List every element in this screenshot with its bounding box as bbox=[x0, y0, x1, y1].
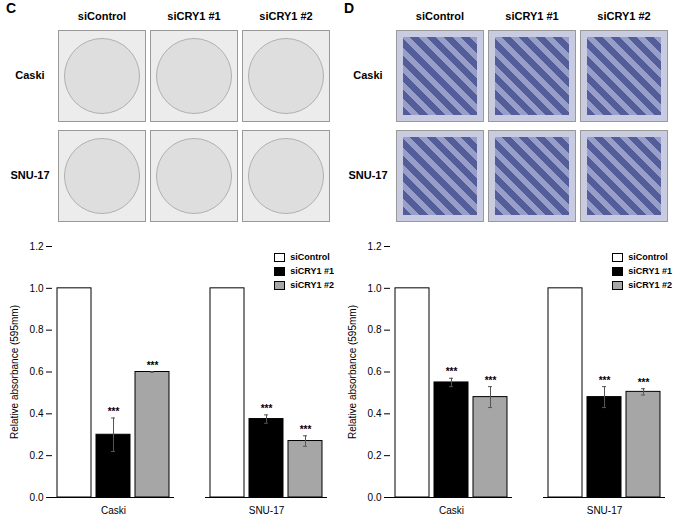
html-text:siCRY1 #1: siCRY1 #1 bbox=[167, 10, 221, 22]
html-text:siControl: siControl bbox=[628, 252, 668, 262]
svg-text:1.0: 1.0 bbox=[30, 283, 44, 294]
html-text:siCRY1 #2: siCRY1 #2 bbox=[628, 280, 672, 290]
svg-text:***: *** bbox=[599, 375, 611, 386]
html-text:Caski: Caski bbox=[15, 69, 45, 81]
html-text:siControl: siControl bbox=[77, 10, 127, 22]
html-text:siCRY1 #2: siCRY1 #2 bbox=[259, 10, 313, 22]
svg-text:0.0: 0.0 bbox=[30, 492, 44, 503]
svg-text:1.0: 1.0 bbox=[368, 283, 382, 294]
svg-text:SNU-17: SNU-17 bbox=[249, 505, 285, 516]
svg-text:***: *** bbox=[300, 424, 312, 435]
svg-text:0.4: 0.4 bbox=[30, 408, 44, 419]
svg-text:1.2: 1.2 bbox=[368, 241, 382, 252]
html-text:SNU-17: SNU-17 bbox=[10, 169, 50, 181]
svg-text:***: *** bbox=[261, 403, 273, 414]
html-text:SNU-17: SNU-17 bbox=[348, 169, 388, 181]
svg-text:SNU-17: SNU-17 bbox=[587, 505, 623, 516]
html-text:siCRY1 #2: siCRY1 #2 bbox=[290, 280, 334, 290]
html-text:siCRY1 #1: siCRY1 #1 bbox=[628, 266, 672, 276]
svg-text:Caski: Caski bbox=[101, 505, 126, 516]
svg-text:1.2: 1.2 bbox=[30, 241, 44, 252]
svg-text:0.8: 0.8 bbox=[30, 324, 44, 335]
html-text:siCRY1 #2: siCRY1 #2 bbox=[597, 10, 651, 22]
html-text:siCRY1 #1: siCRY1 #1 bbox=[290, 266, 334, 276]
svg-text:0.0: 0.0 bbox=[368, 492, 382, 503]
html-text:Caski: Caski bbox=[353, 69, 383, 81]
svg-text:***: *** bbox=[638, 377, 650, 388]
svg-text:***: *** bbox=[485, 375, 497, 386]
html-text:D: D bbox=[344, 0, 355, 16]
svg-text:Relative absorbance (595mm): Relative absorbance (595mm) bbox=[9, 305, 20, 439]
svg-text:***: *** bbox=[108, 406, 120, 417]
svg-text:Caski: Caski bbox=[439, 505, 464, 516]
html-text:C: C bbox=[6, 0, 17, 16]
svg-text:0.8: 0.8 bbox=[368, 324, 382, 335]
svg-text:0.4: 0.4 bbox=[368, 408, 382, 419]
svg-text:0.2: 0.2 bbox=[30, 450, 44, 461]
svg-text:***: *** bbox=[147, 360, 159, 371]
svg-text:0.6: 0.6 bbox=[368, 366, 382, 377]
svg-text:0.2: 0.2 bbox=[368, 450, 382, 461]
svg-text:***: *** bbox=[446, 366, 458, 377]
svg-text:0.6: 0.6 bbox=[30, 366, 44, 377]
svg-text:Relative absorbance (595mm): Relative absorbance (595mm) bbox=[347, 305, 358, 439]
html-text:siCRY1 #1: siCRY1 #1 bbox=[505, 10, 559, 22]
html-text:siControl: siControl bbox=[290, 252, 330, 262]
html-text:siControl: siControl bbox=[415, 10, 465, 22]
